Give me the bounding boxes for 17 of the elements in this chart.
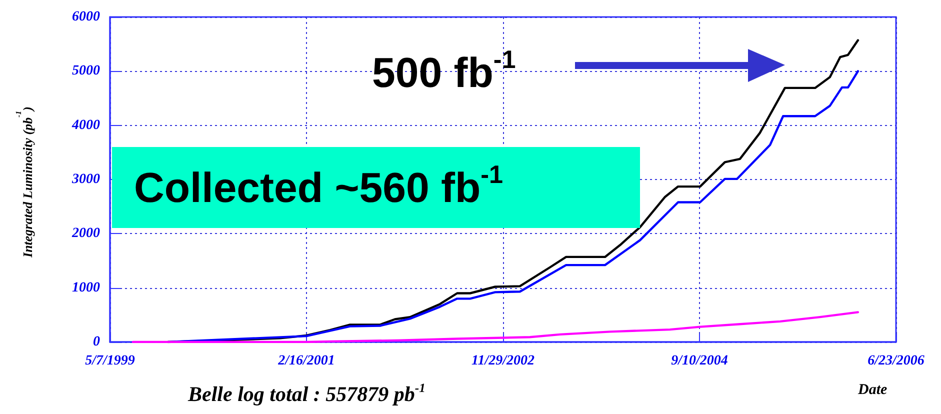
y-tick-label: 3000 (71, 172, 100, 187)
text: Belle log total : 557879 pb$^{-1}$ (188, 380, 426, 407)
x-tick-label: 9/10/2004 (671, 354, 728, 368)
x-tick-label: 5/7/1999 (85, 354, 135, 368)
y-tick-label: 4000 (71, 118, 100, 133)
y-tick-label: 0 (93, 334, 100, 350)
y-tick-label: 2000 (71, 226, 100, 242)
line-series (132, 311, 860, 344)
y-tick-label: 6000 (72, 10, 100, 24)
x-tick-label: 6/23/2006 (868, 354, 924, 368)
x-axis-title: Date (858, 382, 888, 399)
x-tick-label: 2/16/2001 (277, 354, 335, 368)
y-tick-label: 5000 (72, 64, 100, 79)
annotation: Collected ~560 fb$^{-1}$ (134, 160, 504, 213)
y-tick-label: 1000 (72, 280, 100, 296)
annotation: 500 fb$^{-1}$ (372, 46, 516, 98)
x-tick-label: 11/29/2002 (471, 354, 535, 368)
